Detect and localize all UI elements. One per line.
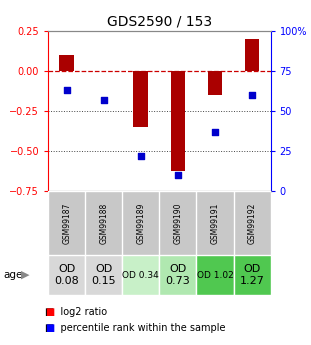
Bar xyxy=(133,71,148,127)
Bar xyxy=(170,71,185,171)
Text: ■  log2 ratio: ■ log2 ratio xyxy=(45,307,107,317)
Bar xyxy=(159,255,197,295)
Title: GDS2590 / 153: GDS2590 / 153 xyxy=(107,14,212,29)
Bar xyxy=(48,255,85,295)
Text: GSM99190: GSM99190 xyxy=(174,203,183,244)
Bar xyxy=(234,255,271,295)
Text: OD
0.15: OD 0.15 xyxy=(91,264,116,286)
Bar xyxy=(197,255,234,295)
Point xyxy=(64,88,69,93)
Point xyxy=(249,92,254,98)
Point xyxy=(212,129,217,135)
Bar xyxy=(122,255,159,295)
Point xyxy=(175,172,180,178)
Text: GSM99188: GSM99188 xyxy=(99,203,108,244)
Text: OD
1.27: OD 1.27 xyxy=(239,264,264,286)
Text: OD 0.34: OD 0.34 xyxy=(123,270,159,280)
Text: GSM99191: GSM99191 xyxy=(211,203,220,244)
Point xyxy=(138,154,143,159)
Text: GSM99189: GSM99189 xyxy=(136,203,145,244)
Point xyxy=(101,97,106,103)
Bar xyxy=(85,255,122,295)
Text: age: age xyxy=(3,270,22,280)
Bar xyxy=(207,71,222,95)
Text: OD
0.73: OD 0.73 xyxy=(165,264,190,286)
Text: ▶: ▶ xyxy=(21,270,30,280)
Bar xyxy=(245,39,259,71)
Text: OD 1.02: OD 1.02 xyxy=(197,270,233,280)
Text: ■: ■ xyxy=(45,323,54,333)
Text: GSM99187: GSM99187 xyxy=(62,203,71,244)
Text: ■  percentile rank within the sample: ■ percentile rank within the sample xyxy=(45,323,225,333)
Text: OD
0.08: OD 0.08 xyxy=(54,264,79,286)
Bar xyxy=(59,55,74,71)
Text: GSM99192: GSM99192 xyxy=(248,203,257,244)
Text: ■: ■ xyxy=(45,307,54,317)
